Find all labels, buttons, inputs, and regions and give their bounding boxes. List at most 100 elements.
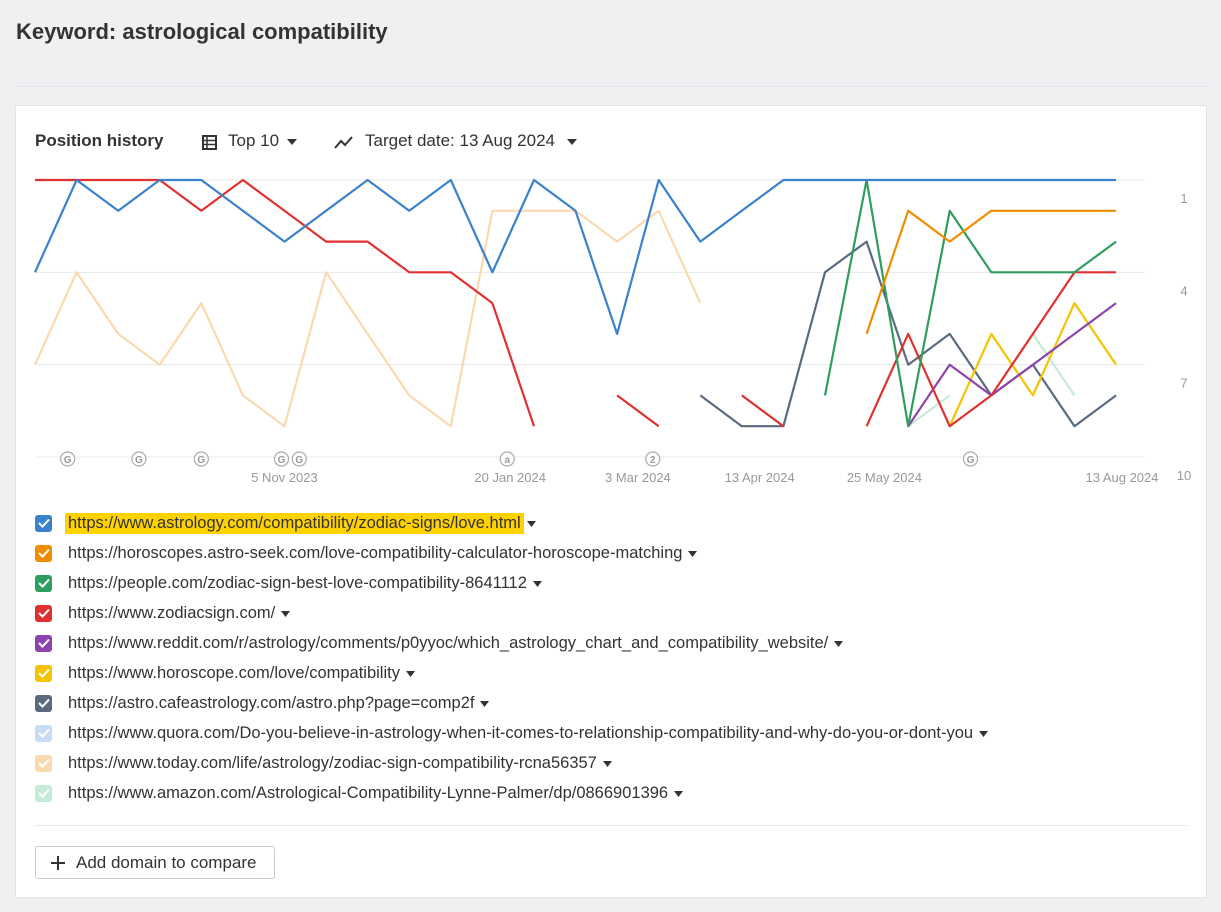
legend-caret	[405, 664, 416, 683]
legend-item[interactable]: https://www.quora.com/Do-you-believe-in-…	[35, 722, 989, 744]
legend-item[interactable]: https://www.astrology.com/compatibility/…	[35, 512, 537, 534]
legend-item[interactable]: https://www.amazon.com/Astrological-Comp…	[35, 782, 684, 804]
series-line	[823, 178, 1117, 428]
event-marker	[962, 451, 979, 467]
legend-item[interactable]: https://www.zodiacsign.com/	[35, 602, 291, 624]
legend-checkbox[interactable]	[35, 664, 52, 682]
event-marker-label: G	[197, 455, 205, 466]
series-line	[865, 209, 1117, 335]
check	[37, 548, 50, 558]
event-marker	[193, 451, 209, 467]
legend-caret	[281, 604, 291, 623]
caret	[287, 139, 297, 145]
check	[37, 788, 50, 798]
check	[37, 518, 50, 528]
event-marker-label: 2	[650, 455, 656, 466]
check	[37, 638, 50, 648]
top-dropdown[interactable]: Top 10	[228, 131, 280, 150]
legend-item[interactable]: https://www.horoscope.com/love/compatibi…	[35, 662, 416, 684]
caret	[405, 670, 415, 677]
legend-item[interactable]: https://horoscopes.astro-seek.com/love-c…	[35, 542, 698, 564]
series-line	[33, 178, 1117, 335]
legend-caret	[834, 634, 844, 653]
caret	[674, 790, 684, 797]
event-marker-label: G	[295, 455, 303, 466]
legend-item[interactable]: https://www.today.com/life/astrology/zod…	[35, 752, 613, 774]
legend-caret	[688, 544, 698, 563]
event-marker-label: G	[64, 455, 72, 466]
legend-checkbox[interactable]	[35, 544, 52, 562]
event-marker-label: G	[135, 455, 143, 466]
legend-label: https://www.reddit.com/r/astrology/comme…	[68, 633, 829, 652]
check	[37, 728, 50, 738]
legend-label: https://astro.cafeastrology.com/astro.ph…	[68, 693, 475, 712]
table-icon	[202, 135, 217, 150]
legend-checkbox[interactable]	[35, 754, 52, 772]
check	[37, 578, 50, 588]
trend-icon	[334, 136, 353, 149]
event-marker	[60, 451, 76, 467]
button-label: Add domain to compare	[76, 852, 257, 872]
x-tick-label: 13 Aug 2024	[1085, 470, 1158, 485]
caret	[526, 520, 536, 527]
event-marker-label: a	[504, 455, 510, 466]
legend-item[interactable]: https://people.com/zodiac-sign-best-love…	[35, 572, 543, 594]
x-tick-label: 13 Apr 2024	[725, 470, 795, 485]
legend-caret	[480, 694, 490, 713]
event-marker	[273, 451, 290, 467]
legend-label: https://www.horoscope.com/love/compatibi…	[68, 663, 400, 682]
legend-label: https://www.amazon.com/Astrological-Comp…	[68, 783, 669, 802]
y-tick-label: 1	[1180, 191, 1187, 206]
legend-item[interactable]: https://astro.cafeastrology.com/astro.ph…	[35, 692, 490, 714]
caret	[834, 640, 844, 647]
legend-checkbox[interactable]	[35, 574, 52, 592]
legend-checkbox[interactable]	[35, 784, 52, 802]
legend-caret	[526, 514, 537, 533]
event-marker-label: G	[278, 455, 286, 466]
event-marker-label: G	[967, 455, 975, 466]
series-line	[907, 302, 1117, 427]
check	[37, 698, 50, 708]
legend-caret	[532, 574, 543, 593]
check	[37, 608, 50, 618]
legend-checkbox[interactable]	[35, 604, 52, 622]
page-title: Keyword: astrological compatibility	[16, 19, 388, 44]
legend-caret	[674, 784, 684, 803]
x-tick-label: 5 Nov 2023	[251, 470, 318, 485]
check	[37, 668, 50, 678]
divider	[15, 86, 1207, 87]
legend-label: https://horoscopes.astro-seek.com/love-c…	[68, 543, 683, 562]
legend-caret	[979, 724, 989, 743]
y-tick-label: 7	[1180, 376, 1187, 391]
y-tick-label: 4	[1180, 283, 1187, 298]
caret	[281, 610, 291, 617]
event-marker	[499, 451, 515, 467]
add-domain-button[interactable]: Add domain to compare	[35, 846, 275, 879]
legend-label: https://www.astrology.com/compatibility/…	[65, 512, 524, 534]
series-line	[35, 178, 1117, 428]
legend-label: https://people.com/zodiac-sign-best-love…	[68, 573, 527, 592]
event-marker	[645, 451, 661, 467]
x-tick-label: 3 Mar 2024	[605, 470, 671, 485]
legend-item[interactable]: https://www.reddit.com/r/astrology/comme…	[35, 632, 844, 654]
legend-label: https://www.today.com/life/astrology/zod…	[68, 753, 597, 772]
series-line	[699, 240, 1117, 428]
series-line	[907, 333, 1076, 428]
chart: 1 4 7 10 5 Nov 2023 20 Jan 2024 3 Mar 2024 13 A…	[33, 178, 1191, 485]
legend-checkbox[interactable]	[35, 634, 52, 652]
legend-checkbox[interactable]	[35, 724, 52, 742]
legend-checkbox[interactable]	[35, 514, 52, 532]
caret	[480, 700, 490, 707]
target-date-dropdown[interactable]: Target date: 13 Aug 2024	[365, 131, 555, 150]
section-title: Position history	[35, 131, 164, 150]
plus-icon	[51, 855, 65, 870]
event-marker	[291, 451, 307, 467]
caret	[688, 550, 698, 557]
legend-checkbox[interactable]	[35, 694, 52, 712]
legend-caret	[602, 754, 613, 773]
y-tick-label: 10	[1177, 468, 1191, 483]
caret	[602, 760, 612, 767]
legend-label: https://www.zodiacsign.com/	[68, 603, 276, 622]
check	[37, 758, 50, 768]
